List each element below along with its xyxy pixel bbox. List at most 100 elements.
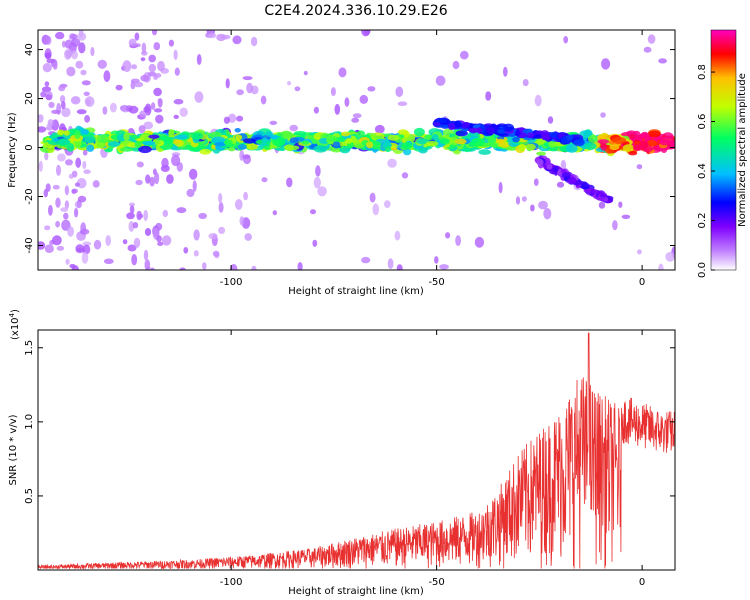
- spectrogram-cell: [435, 75, 446, 86]
- spectrogram-cell: [168, 129, 175, 138]
- spectrogram-cell: [102, 106, 108, 115]
- spectrogram-cell: [665, 251, 675, 262]
- spectrogram-cell: [502, 123, 514, 132]
- spectrogram-cell: [313, 145, 328, 153]
- spectrogram-cell: [454, 138, 467, 145]
- spectrogram-cell: [439, 138, 450, 145]
- spectrogram-cell: [83, 169, 91, 174]
- spectrogram-y-tick-label: 0: [24, 144, 35, 150]
- spectrogram-cell: [77, 32, 87, 41]
- spectrogram-cell: [194, 91, 204, 103]
- spectrogram-x-tick-label: -50: [428, 277, 444, 288]
- snr-y-ticks: 0.5 1.0 1.5: [24, 340, 675, 504]
- spectrogram-cell: [145, 174, 151, 184]
- spectrogram-cell: [223, 116, 230, 125]
- spectrogram-cell: [47, 119, 54, 127]
- spectrogram-cell: [40, 91, 47, 98]
- spectrogram-cell: [47, 140, 62, 145]
- spectrogram-cell: [228, 113, 237, 123]
- spectrogram-cell: [148, 134, 160, 139]
- spectrogram-cell: [161, 235, 172, 246]
- spectrogram-cell: [540, 130, 550, 138]
- spectrogram-cell: [51, 109, 61, 114]
- spectrogram-cell: [58, 85, 66, 92]
- spectrogram-cell: [327, 135, 338, 142]
- spectrogram-y-ticks: 40 20 0 -20 -40: [24, 43, 675, 254]
- spectrogram-cell: [568, 177, 577, 185]
- spectrogram-cell: [351, 117, 360, 123]
- spectrogram-cell: [269, 120, 278, 125]
- snr-y-tick-label: 1.5: [24, 340, 35, 356]
- spectrogram-cell: [369, 192, 376, 203]
- spectrogram-cell: [129, 205, 135, 214]
- spectrogram-cell: [250, 36, 258, 47]
- spectrogram-cell: [63, 130, 70, 136]
- spectrogram-cell: [126, 212, 135, 220]
- spectrogram-cell: [514, 130, 521, 137]
- spectrogram-cell: [96, 141, 106, 148]
- spectrogram-cell: [173, 49, 178, 60]
- spectrogram-cell: [387, 258, 394, 270]
- spectrogram-cell: [45, 94, 53, 101]
- spectrogram-cell: [75, 244, 85, 253]
- spectrogram-cell: [503, 66, 508, 77]
- spectrogram-cell: [579, 130, 592, 138]
- spectrogram-cell: [44, 52, 52, 59]
- spectrogram-cell: [151, 30, 158, 36]
- spectrogram-cell: [643, 46, 652, 53]
- spectrogram-cell: [45, 35, 52, 45]
- spectrogram-cell: [397, 101, 408, 106]
- spectrogram-cell: [536, 151, 546, 156]
- colorbar-tick-label: 0.2: [697, 213, 708, 229]
- svg-text:(x104): (x104): [8, 309, 21, 340]
- spectrogram-cell: [439, 117, 448, 123]
- spectrogram-cell: [66, 143, 75, 152]
- spectrogram-x-tick-label: -100: [220, 277, 243, 288]
- spectrogram-cell: [225, 78, 230, 89]
- spectrogram-cell: [413, 127, 425, 137]
- spectrogram-cell: [179, 267, 186, 270]
- snr-x-tick-label: -100: [220, 577, 243, 588]
- spectrogram-cell: [361, 256, 371, 264]
- spectrogram-cell: [57, 153, 66, 162]
- spectrogram-cell: [157, 241, 164, 246]
- spectrogram-cell: [289, 137, 299, 144]
- spectrogram-cell: [636, 164, 643, 170]
- spectrogram-cell: [86, 144, 95, 152]
- spectrogram-cell: [153, 87, 162, 97]
- spectrogram-cell: [236, 115, 244, 122]
- spectrogram-cell: [272, 210, 277, 216]
- spectrogram-cell: [361, 30, 370, 37]
- spectrogram-cell: [190, 132, 204, 140]
- spectrogram-cell: [455, 235, 461, 247]
- snr-panel: -100 -50 0 0.5 1.0 1.5 Height of straight li…: [8, 309, 676, 597]
- spectrogram-cell: [434, 256, 439, 264]
- spectrogram-cell: [425, 141, 439, 147]
- spectrogram-cell: [289, 124, 299, 132]
- spectrogram-cell: [597, 139, 610, 145]
- colorbar: 0.0 0.2 0.4 0.6 0.8 Normalized spectral ampl…: [697, 29, 748, 278]
- spectrogram-cell: [548, 140, 557, 148]
- spectrogram-cell: [647, 139, 657, 147]
- spectrogram-cell: [280, 130, 293, 140]
- spectrogram-cell: [345, 138, 353, 144]
- spectrogram-cell: [199, 148, 212, 155]
- spectrogram-cell: [315, 165, 321, 177]
- spectrogram-cell: [71, 265, 79, 270]
- spectrogram-x-ticks: -100 -50 0: [220, 30, 645, 288]
- spectrogram-cell: [60, 207, 69, 212]
- spectrogram-cell: [64, 185, 70, 196]
- spectrogram-cell: [303, 70, 308, 76]
- spectrogram-cell: [42, 63, 52, 73]
- spectrogram-cell: [133, 81, 144, 88]
- spectrogram-cell: [366, 141, 374, 149]
- spectrogram-cell: [71, 50, 78, 60]
- snr-y-tick-label: 1.0: [24, 414, 35, 430]
- colorbar-gradient: [710, 29, 737, 271]
- spectrogram-cell: [242, 76, 253, 81]
- spectrogram-cell: [202, 262, 207, 270]
- spectrogram-cell: [189, 168, 198, 180]
- spectrogram-cell: [218, 202, 224, 213]
- colorbar-ticks: 0.0 0.2 0.4 0.6 0.8: [697, 64, 715, 278]
